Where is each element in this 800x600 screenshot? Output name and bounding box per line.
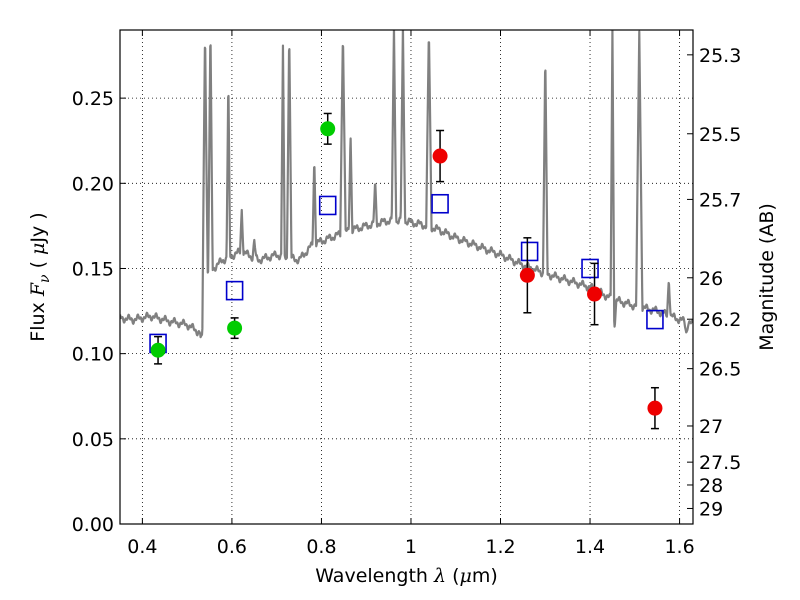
observed-flux-point — [587, 286, 603, 302]
observed-flux-point — [227, 320, 243, 336]
y-tick-label: 0.15 — [72, 258, 114, 280]
observed-flux-point — [432, 148, 448, 164]
y-tick-label: 0.10 — [72, 344, 114, 366]
y-tick-label: 0.05 — [72, 429, 114, 451]
observed-flux-point — [150, 342, 166, 358]
model-photometry-square — [520, 241, 539, 262]
x-tick-label: 1.2 — [485, 536, 515, 558]
x-tick-label: 0.6 — [217, 536, 247, 558]
x-tick-label: 1 — [405, 536, 417, 558]
y-axis-label: Flux Fν ( μJy ) — [27, 212, 53, 341]
observed-flux-point — [647, 400, 663, 416]
model-photometry-square — [581, 258, 599, 279]
y-tick-label: 0.25 — [72, 88, 114, 110]
observed-flux-point — [320, 121, 336, 137]
model-photometry-square — [431, 193, 449, 214]
right-tick-label: 26 — [699, 268, 723, 290]
model-photometry-square — [646, 309, 664, 330]
right-tick-label: 25.3 — [699, 45, 741, 67]
right-tick-label: 26.2 — [699, 309, 741, 331]
photometry-points — [149, 112, 664, 430]
x-axis-label: Wavelength λ (μm) — [315, 565, 498, 587]
right-tick-label: 29 — [699, 498, 723, 520]
plot-frame — [119, 29, 694, 525]
x-tick-label: 1.4 — [575, 536, 605, 558]
model-photometry-square — [225, 280, 244, 301]
axis-ticks: 0.4 0.6 0.8 1 1.2 1.4 1.6 0.00 0.05 0.10 0.15 0.20 0… — [72, 30, 741, 558]
right-tick-label: 27.5 — [699, 452, 741, 474]
observed-flux-point — [519, 267, 535, 283]
x-tick-label: 0.8 — [306, 536, 336, 558]
right-tick-label: 25.5 — [699, 124, 741, 146]
right-tick-label: 25.7 — [699, 189, 741, 211]
right-tick-label: 28 — [699, 475, 723, 497]
y-tick-label: 0.00 — [72, 514, 114, 536]
right-tick-label: 26.5 — [699, 359, 741, 381]
y-tick-label: 0.20 — [72, 173, 114, 195]
x-tick-label: 1.6 — [664, 536, 694, 558]
right-tick-label: 27 — [699, 416, 723, 438]
model-photometry-square — [318, 195, 337, 216]
right-axis-label: Magnitude (AB) — [756, 203, 778, 351]
x-tick-label: 0.4 — [127, 536, 157, 558]
